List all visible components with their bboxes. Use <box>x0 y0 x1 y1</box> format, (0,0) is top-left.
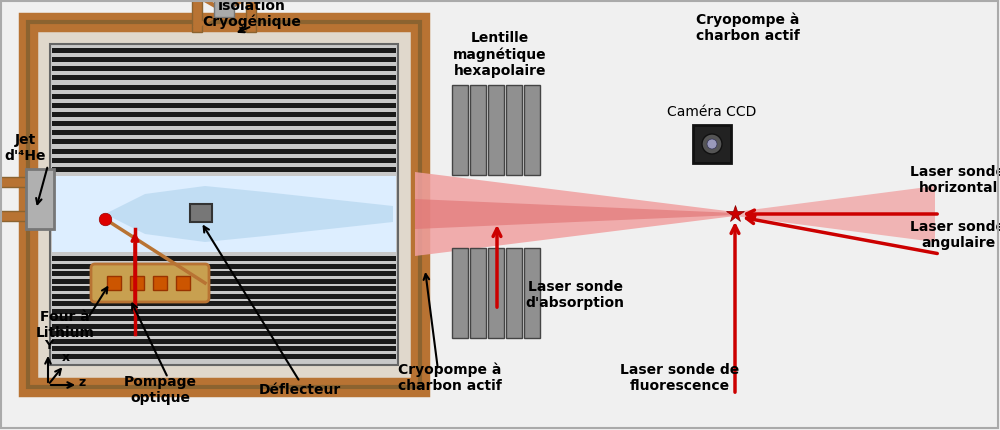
Bar <box>52 323 396 329</box>
Text: Jet
d'⁴He: Jet d'⁴He <box>4 133 46 163</box>
Bar <box>52 121 396 126</box>
Bar <box>470 248 486 338</box>
Bar <box>52 75 396 80</box>
Bar <box>52 308 396 313</box>
Bar <box>52 57 396 62</box>
Bar <box>190 204 212 222</box>
Bar <box>52 48 396 53</box>
Text: z: z <box>78 376 86 389</box>
Bar <box>50 44 398 365</box>
Circle shape <box>707 139 717 149</box>
Text: Caméra CCD: Caméra CCD <box>667 105 757 119</box>
Bar <box>0 177 36 187</box>
Circle shape <box>702 134 722 154</box>
Bar <box>52 264 396 268</box>
Polygon shape <box>735 186 935 242</box>
Text: Laser sonde
horizontal: Laser sonde horizontal <box>910 165 1000 195</box>
Bar <box>52 158 396 163</box>
Text: x: x <box>62 351 70 364</box>
Text: Y: Y <box>44 339 54 352</box>
Bar <box>52 167 396 172</box>
Bar <box>52 103 396 108</box>
Text: Cryopompe à
charbon actif: Cryopompe à charbon actif <box>696 12 800 43</box>
Bar <box>524 85 540 175</box>
Text: Four à
Lithium: Four à Lithium <box>36 310 94 340</box>
Bar <box>52 271 396 276</box>
Bar <box>26 169 54 229</box>
Bar <box>52 294 396 298</box>
Bar <box>693 125 731 163</box>
Text: Lentille
magnétique
hexapolaire: Lentille magnétique hexapolaire <box>453 31 547 79</box>
Bar <box>52 112 396 117</box>
Bar <box>52 279 396 283</box>
Bar <box>28 22 420 387</box>
Text: Laser sonde
d'absorption: Laser sonde d'absorption <box>526 280 624 310</box>
Bar <box>214 0 234 17</box>
Bar <box>52 149 396 154</box>
Text: Pompage
optique: Pompage optique <box>124 375 196 405</box>
Bar <box>153 276 167 290</box>
Bar <box>452 85 468 175</box>
Text: Cryopompe à
charbon actif: Cryopompe à charbon actif <box>398 362 502 393</box>
Bar <box>506 85 522 175</box>
Bar <box>28 22 420 387</box>
Bar <box>52 316 396 321</box>
Text: Laser sonde de
fluorescence: Laser sonde de fluorescence <box>620 363 740 393</box>
Bar <box>488 248 504 338</box>
Bar <box>488 85 504 175</box>
Bar <box>0 211 36 221</box>
Bar <box>470 85 486 175</box>
Bar <box>192 0 202 32</box>
Bar <box>506 248 522 338</box>
Text: Isolation
Cryogénique: Isolation Cryogénique <box>203 0 301 29</box>
Bar <box>130 276 144 290</box>
Bar <box>524 248 540 338</box>
Bar <box>52 286 396 291</box>
Bar <box>452 248 468 338</box>
Bar <box>246 0 256 32</box>
Bar <box>52 301 396 306</box>
Bar <box>28 22 420 387</box>
Bar <box>52 331 396 336</box>
Bar <box>52 130 396 135</box>
Polygon shape <box>415 199 735 229</box>
Text: Laser sonde
angulaire: Laser sonde angulaire <box>910 220 1000 250</box>
Bar <box>52 94 396 99</box>
Bar <box>52 346 396 351</box>
Bar <box>107 276 121 290</box>
Polygon shape <box>415 172 735 256</box>
Bar <box>52 139 396 144</box>
Bar <box>52 85 396 89</box>
FancyBboxPatch shape <box>91 264 209 302</box>
Bar <box>52 338 396 344</box>
Bar <box>52 256 396 261</box>
Bar <box>52 176 396 252</box>
Bar <box>52 66 396 71</box>
Text: Déflecteur: Déflecteur <box>259 383 341 397</box>
Bar <box>176 276 190 290</box>
Bar <box>52 353 396 359</box>
Polygon shape <box>105 186 393 242</box>
